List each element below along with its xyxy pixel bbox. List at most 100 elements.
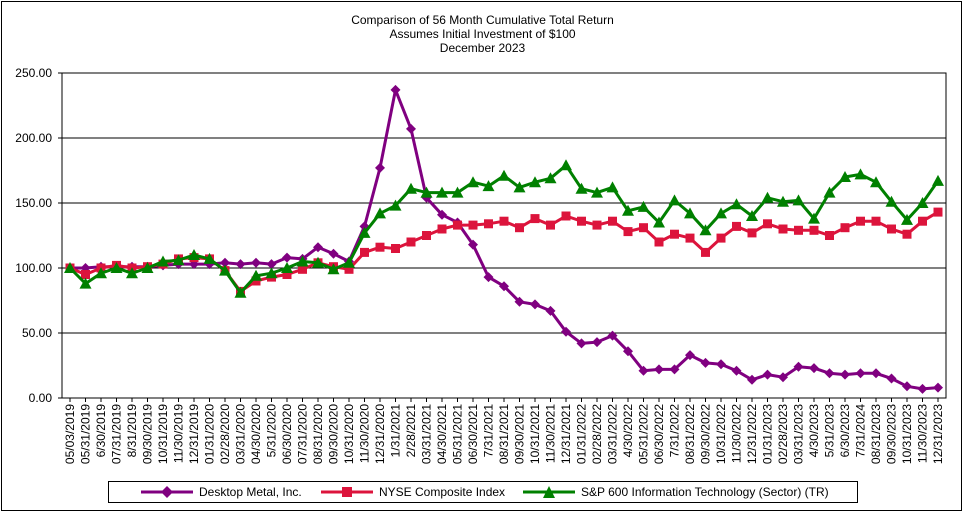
data-point-2 xyxy=(126,267,138,279)
data-point-2 xyxy=(358,226,371,238)
data-point-2 xyxy=(668,194,681,206)
x-tick-label: 11/30/2022 xyxy=(730,404,744,463)
data-point-1 xyxy=(360,247,369,257)
data-point-1 xyxy=(639,223,648,233)
data-point-0 xyxy=(561,326,571,337)
x-tick-label: 11/30/2023 xyxy=(916,404,930,463)
data-point-0 xyxy=(406,123,416,134)
data-point-1 xyxy=(887,224,896,234)
data-point-2 xyxy=(699,224,712,236)
legend-label-sp600-it: S&P 600 Information Technology (Sector) … xyxy=(581,485,829,499)
data-point-2 xyxy=(498,169,510,181)
x-tick-label: 12/31/2022 xyxy=(745,404,759,464)
data-point-2 xyxy=(265,267,278,279)
data-point-2 xyxy=(761,191,774,203)
x-tick-label: 10/31/2021 xyxy=(528,404,542,464)
data-point-2 xyxy=(746,210,758,221)
data-point-0 xyxy=(731,365,742,376)
data-point-2 xyxy=(622,204,634,216)
legend-swatch-desktop-metal xyxy=(141,486,193,498)
x-tick-label: 7/31/2022 xyxy=(668,404,682,458)
data-point-1 xyxy=(81,270,90,279)
x-tick-label: 08/31/2020 xyxy=(311,404,325,464)
data-point-1 xyxy=(608,216,617,226)
x-tick-label: 08/31/2023 xyxy=(869,404,883,464)
data-point-0 xyxy=(220,257,230,268)
x-tick-label: 07/31/2019 xyxy=(110,404,124,464)
data-point-0 xyxy=(933,382,943,393)
data-point-1 xyxy=(592,220,602,230)
data-point-2 xyxy=(606,181,619,193)
data-point-2 xyxy=(901,213,913,225)
data-point-0 xyxy=(685,350,695,361)
data-point-2 xyxy=(885,195,898,207)
data-point-0 xyxy=(328,248,339,259)
x-tick-label: 08/31/2021 xyxy=(497,404,511,464)
data-point-0 xyxy=(607,330,618,341)
data-point-1 xyxy=(763,219,772,229)
x-tick-label: 7/31/2021 xyxy=(482,404,496,458)
plot-area xyxy=(61,72,947,399)
data-point-0 xyxy=(514,296,525,307)
y-tick-label: 50.00 xyxy=(22,326,52,340)
data-point-1 xyxy=(391,244,400,253)
x-tick-label: 03/31/2022 xyxy=(606,404,620,464)
chart-title-line-1: Comparison of 56 Month Cumulative Total … xyxy=(351,13,614,27)
x-tick-label: 12/31/2020 xyxy=(373,404,387,464)
data-point-0 xyxy=(700,357,711,368)
data-point-1 xyxy=(918,216,927,226)
data-point-1 xyxy=(670,229,679,239)
data-point-0 xyxy=(530,299,540,310)
data-point-2 xyxy=(591,186,603,198)
data-point-1 xyxy=(561,211,571,221)
x-tick-label: 11/30/2020 xyxy=(358,404,372,463)
data-point-1 xyxy=(654,237,664,247)
data-point-2 xyxy=(312,256,324,268)
data-point-1 xyxy=(732,221,741,231)
data-point-1 xyxy=(453,220,462,230)
data-point-2 xyxy=(110,262,123,273)
x-tick-label: 01/31/2020 xyxy=(203,404,217,464)
data-point-0 xyxy=(468,239,478,250)
x-tick-label: 03/31/2021 xyxy=(420,404,434,464)
chart-title-line-3: December 2023 xyxy=(439,41,526,55)
data-point-0 xyxy=(499,281,509,292)
data-point-0 xyxy=(762,369,773,380)
chart-title-line-2: Assumes Initial Investment of $100 xyxy=(389,27,576,41)
x-tick-label: 06/30/2020 xyxy=(280,404,294,464)
x-tick-label: 04/30/2020 xyxy=(249,404,263,464)
x-tick-label: 12/31/2019 xyxy=(187,404,201,464)
data-point-2 xyxy=(188,249,200,260)
data-point-2 xyxy=(405,182,417,194)
data-point-1 xyxy=(499,216,509,226)
data-point-0 xyxy=(545,305,556,316)
x-tick-label: 01/31/2022 xyxy=(575,404,589,464)
data-point-2 xyxy=(870,176,882,188)
data-point-2 xyxy=(234,286,247,298)
x-tick-label: 08/31/2022 xyxy=(683,404,697,464)
data-point-2 xyxy=(684,207,696,219)
data-point-1 xyxy=(344,264,354,274)
data-point-2 xyxy=(95,267,107,279)
data-point-2 xyxy=(637,200,650,212)
data-point-2 xyxy=(141,262,154,273)
data-point-1 xyxy=(375,242,385,252)
data-point-1 xyxy=(933,207,943,217)
x-tick-label: 05/03/2019 xyxy=(63,404,77,464)
x-tick-label: 11/30/2019 xyxy=(172,404,186,463)
data-point-0 xyxy=(824,368,835,379)
x-tick-label: 1/31/2021 xyxy=(389,404,403,458)
data-point-1 xyxy=(251,276,261,286)
x-tick-label: 09/30/2022 xyxy=(699,404,713,464)
x-tick-label: 02/28/2022 xyxy=(590,404,604,464)
x-tick-label: 6/30/2019 xyxy=(94,404,108,458)
data-point-0 xyxy=(917,383,928,394)
data-point-2 xyxy=(389,199,402,211)
x-tick-label: 06/30/2021 xyxy=(466,404,480,464)
x-tick-label: 03/31/2023 xyxy=(792,404,806,464)
legend-label-desktop-metal: Desktop Metal, Inc. xyxy=(199,485,302,499)
data-point-0 xyxy=(778,372,788,383)
x-tick-label: 10/31/2023 xyxy=(900,404,914,464)
data-point-2 xyxy=(374,207,386,219)
